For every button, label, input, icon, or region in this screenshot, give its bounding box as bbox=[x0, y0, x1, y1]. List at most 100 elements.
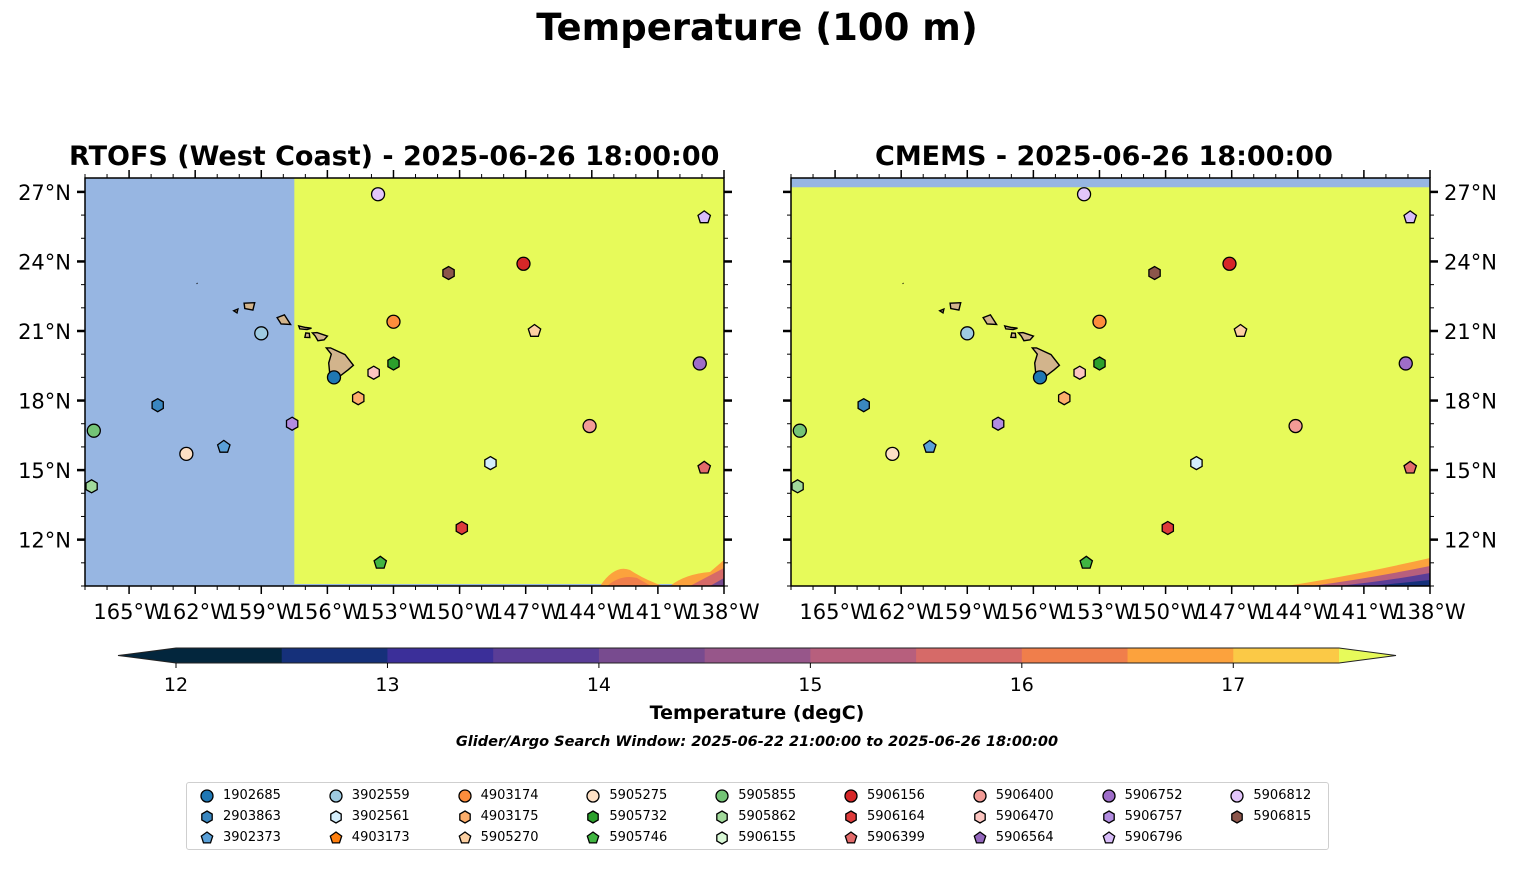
float-marker-5906815 bbox=[1148, 265, 1161, 281]
legend-item-5906564: 5906564 bbox=[972, 827, 1054, 848]
legend-marker-shape bbox=[200, 788, 214, 803]
legend-marker bbox=[844, 830, 858, 844]
legend-label: 5906812 bbox=[1253, 788, 1312, 803]
x-tick-label: 156°W bbox=[998, 600, 1070, 624]
legend-item-5906164: 5906164 bbox=[843, 806, 925, 827]
legend-item-5905746: 5905746 bbox=[585, 827, 667, 848]
island bbox=[304, 332, 311, 339]
x-tick-label: 153°W bbox=[358, 600, 430, 624]
float-marker-5905746 bbox=[373, 555, 388, 569]
contour-shape bbox=[690, 568, 724, 586]
island bbox=[310, 331, 329, 342]
map-field bbox=[85, 178, 724, 586]
float-marker-3902373 bbox=[216, 439, 231, 453]
x-tick-label: 165°W bbox=[799, 600, 871, 624]
legend-label: 4903174 bbox=[480, 788, 539, 803]
island bbox=[938, 307, 945, 315]
map-field bbox=[791, 178, 1430, 586]
float-marker-5905275 bbox=[885, 446, 900, 462]
legend-marker bbox=[457, 788, 472, 803]
x-tick-label: 159°W bbox=[226, 600, 298, 624]
legend-item-4903175: 4903175 bbox=[457, 806, 539, 827]
island bbox=[232, 307, 239, 315]
legend-marker-shape bbox=[844, 788, 858, 803]
legend-marker bbox=[329, 788, 343, 803]
legend-item-5906757: 5906757 bbox=[1101, 806, 1183, 827]
colorbar-segment bbox=[598, 648, 706, 663]
legend-marker bbox=[329, 809, 342, 824]
map-frame bbox=[790, 177, 1431, 587]
island bbox=[949, 301, 962, 311]
island bbox=[243, 301, 256, 311]
float-marker-5906757 bbox=[285, 416, 299, 431]
legend-label: 5905275 bbox=[609, 788, 668, 803]
legend-marker-shape bbox=[973, 830, 987, 844]
legend-marker bbox=[201, 809, 213, 824]
legend-marker bbox=[200, 788, 214, 803]
legend-marker bbox=[586, 830, 600, 844]
legend-label: 5906815 bbox=[1253, 809, 1312, 824]
float-marker-2903863 bbox=[857, 397, 870, 413]
legend-marker bbox=[1101, 788, 1116, 803]
legend-label: 5905862 bbox=[738, 809, 797, 824]
legend-item-5906470: 5906470 bbox=[972, 806, 1054, 827]
colorbar-segment bbox=[387, 648, 494, 663]
legend-item-5906815: 5906815 bbox=[1229, 806, 1311, 827]
legend-label: 5905732 bbox=[609, 809, 668, 824]
legend-marker-shape bbox=[1102, 809, 1115, 824]
float-marker-5905862 bbox=[85, 479, 98, 494]
legend-marker-shape bbox=[586, 830, 600, 844]
float-marker-4903174 bbox=[1092, 314, 1107, 329]
legend-marker-shape bbox=[716, 830, 729, 845]
legend-marker bbox=[587, 809, 600, 824]
float-marker-5906815 bbox=[442, 265, 455, 281]
figure-title: Temperature (100 m) bbox=[536, 6, 978, 49]
island bbox=[982, 313, 998, 326]
y-tick-label: 21°N bbox=[1444, 320, 1497, 344]
island bbox=[1016, 331, 1035, 342]
x-tick-label: 144°W bbox=[556, 600, 628, 624]
x-tick-label: 165°W bbox=[93, 600, 165, 624]
colorbar-tick-label: 17 bbox=[1221, 674, 1245, 696]
legend-label: 5906470 bbox=[995, 809, 1054, 824]
legend-marker bbox=[586, 788, 601, 803]
island bbox=[902, 282, 904, 285]
legend-marker-shape bbox=[1231, 809, 1244, 824]
colorbar-segment bbox=[1233, 648, 1340, 663]
legend-item-3902561: 3902561 bbox=[328, 806, 410, 827]
float-marker-5906156 bbox=[516, 256, 531, 271]
legend-marker-shape bbox=[457, 788, 472, 803]
legend-item-5906796: 5906796 bbox=[1101, 827, 1183, 848]
legend-label: 5906155 bbox=[738, 830, 797, 845]
legend-marker-shape bbox=[1230, 788, 1245, 803]
float-marker-5906400 bbox=[582, 418, 597, 434]
legend-label: 5905855 bbox=[738, 788, 797, 803]
legend-marker-shape bbox=[1102, 830, 1116, 844]
legend-marker bbox=[845, 809, 857, 824]
y-tick-label: 27°N bbox=[18, 181, 71, 205]
legend-marker bbox=[1230, 788, 1245, 803]
island bbox=[1010, 332, 1017, 339]
colorbar-segment bbox=[493, 648, 600, 663]
legend-marker bbox=[716, 809, 729, 824]
legend-marker-shape bbox=[1101, 788, 1116, 803]
map-panel-1: 165°W162°W159°W156°W153°W150°W147°W144°W… bbox=[18, 170, 760, 624]
legend-marker-shape bbox=[329, 788, 343, 803]
island bbox=[196, 282, 198, 285]
legend-label: 3902559 bbox=[351, 788, 410, 803]
colorbar: 12 13 14 15 16 17 Temperature (degC) Glider/Arg… bbox=[117, 647, 1397, 750]
legend-marker bbox=[1231, 809, 1244, 824]
float-marker-5905732 bbox=[1093, 356, 1106, 371]
float-marker-3902559 bbox=[254, 326, 269, 341]
legend-marker bbox=[200, 830, 214, 844]
no-data-region bbox=[85, 178, 295, 586]
y-tick-label: 12°N bbox=[1444, 529, 1497, 553]
legend-item-5905862: 5905862 bbox=[714, 806, 796, 827]
legend-label: 5906752 bbox=[1124, 788, 1183, 803]
float-marker-5906399 bbox=[1403, 460, 1418, 474]
legend-label: 3902373 bbox=[223, 830, 281, 845]
legend-item-5906399: 5906399 bbox=[843, 827, 925, 848]
colorbar-tick-label: 13 bbox=[375, 674, 399, 696]
chart-canvas: 165°W162°W159°W156°W153°W150°W147°W144°W… bbox=[18, 170, 1497, 750]
island bbox=[297, 324, 312, 331]
